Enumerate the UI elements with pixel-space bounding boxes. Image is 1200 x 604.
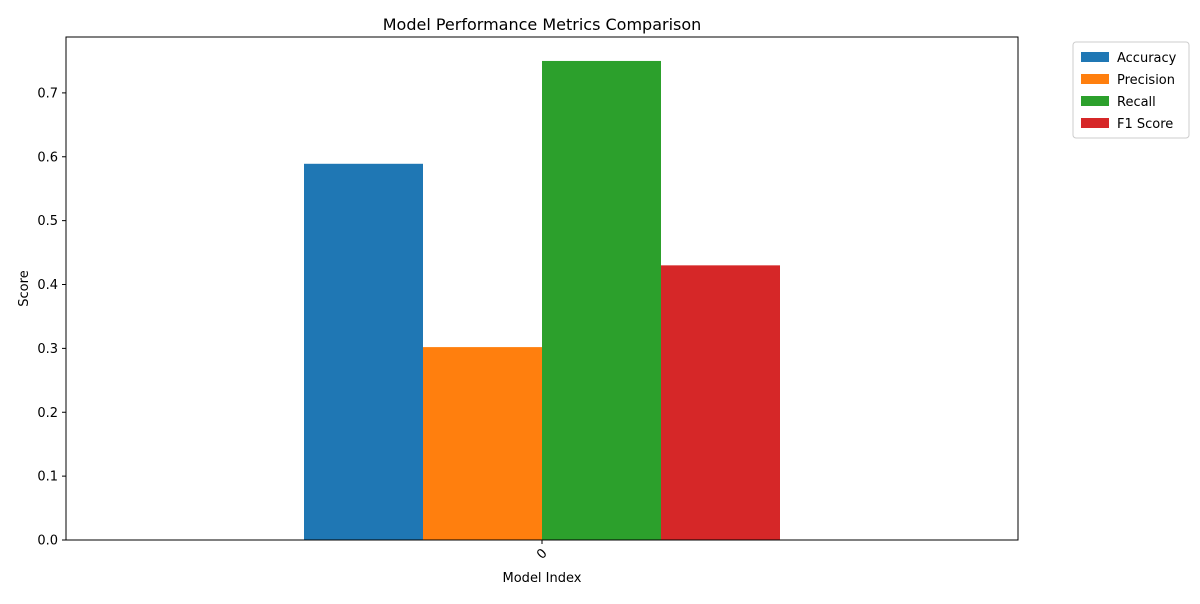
legend-swatch — [1081, 74, 1109, 84]
legend-label: Recall — [1117, 95, 1156, 110]
y-tick-label: 0.4 — [37, 278, 58, 293]
plot-frame — [65, 36, 1019, 541]
legend-label: F1 Score — [1117, 117, 1173, 132]
legend-swatch — [1081, 52, 1109, 62]
y-axis-label: Score — [17, 270, 32, 306]
legend-label: Accuracy — [1117, 51, 1177, 66]
x-axis-label: Model Index — [503, 571, 582, 586]
y-tick-label: 0.7 — [37, 86, 58, 101]
bars-layer — [304, 60, 780, 540]
legend: Accuracy Precision Recall F1 Score — [1072, 41, 1190, 139]
legend-box — [1072, 41, 1190, 139]
y-tick-label: 0.0 — [37, 534, 58, 549]
bar-accuracy — [304, 163, 423, 540]
chart-title: Model Performance Metrics Comparison — [383, 15, 702, 34]
y-tick-label: 0.5 — [37, 214, 58, 229]
legend-swatch — [1081, 96, 1109, 106]
x-tick-label: 0 — [534, 546, 550, 562]
bar-precision — [423, 347, 542, 540]
bar-f1-score — [661, 265, 780, 540]
y-tick-label: 0.3 — [37, 342, 58, 357]
bar-recall — [542, 60, 661, 540]
y-tick-label: 0.1 — [37, 470, 58, 485]
x-axis: 0 — [534, 540, 551, 563]
legend-label: Precision — [1117, 73, 1175, 88]
legend-swatch — [1081, 118, 1109, 128]
y-tick-label: 0.2 — [37, 406, 58, 421]
y-tick-label: 0.6 — [37, 150, 58, 165]
y-axis: 0.0 0.1 0.2 0.3 0.4 0.5 0.6 0.7 — [37, 86, 66, 549]
